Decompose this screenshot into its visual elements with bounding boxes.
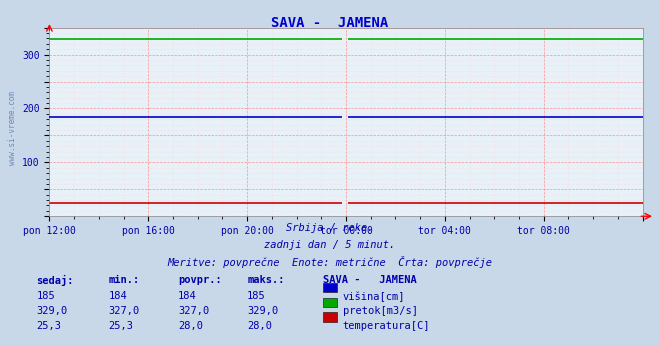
Text: 184: 184 bbox=[109, 291, 127, 301]
Text: 185: 185 bbox=[247, 291, 266, 301]
Text: 185: 185 bbox=[36, 291, 55, 301]
Text: 329,0: 329,0 bbox=[247, 306, 278, 316]
Text: 25,3: 25,3 bbox=[36, 321, 61, 331]
Text: SAVA -   JAMENA: SAVA - JAMENA bbox=[323, 275, 416, 285]
Text: pretok[m3/s]: pretok[m3/s] bbox=[343, 306, 418, 316]
Text: 184: 184 bbox=[178, 291, 196, 301]
Text: www.si-vreme.com: www.si-vreme.com bbox=[8, 91, 17, 165]
Text: 327,0: 327,0 bbox=[109, 306, 140, 316]
Text: SAVA -  JAMENA: SAVA - JAMENA bbox=[271, 16, 388, 29]
Text: Meritve: povprečne  Enote: metrične  Črta: povprečje: Meritve: povprečne Enote: metrične Črta:… bbox=[167, 256, 492, 268]
Text: 327,0: 327,0 bbox=[178, 306, 209, 316]
Text: 28,0: 28,0 bbox=[247, 321, 272, 331]
Text: min.:: min.: bbox=[109, 275, 140, 285]
Text: 28,0: 28,0 bbox=[178, 321, 203, 331]
Text: sedaj:: sedaj: bbox=[36, 275, 74, 286]
Text: 329,0: 329,0 bbox=[36, 306, 67, 316]
Text: povpr.:: povpr.: bbox=[178, 275, 221, 285]
Text: zadnji dan / 5 minut.: zadnji dan / 5 minut. bbox=[264, 240, 395, 250]
Text: temperatura[C]: temperatura[C] bbox=[343, 321, 430, 331]
Text: 25,3: 25,3 bbox=[109, 321, 134, 331]
Text: maks.:: maks.: bbox=[247, 275, 285, 285]
Text: Srbija / reke.: Srbija / reke. bbox=[286, 223, 373, 233]
Text: višina[cm]: višina[cm] bbox=[343, 291, 405, 302]
